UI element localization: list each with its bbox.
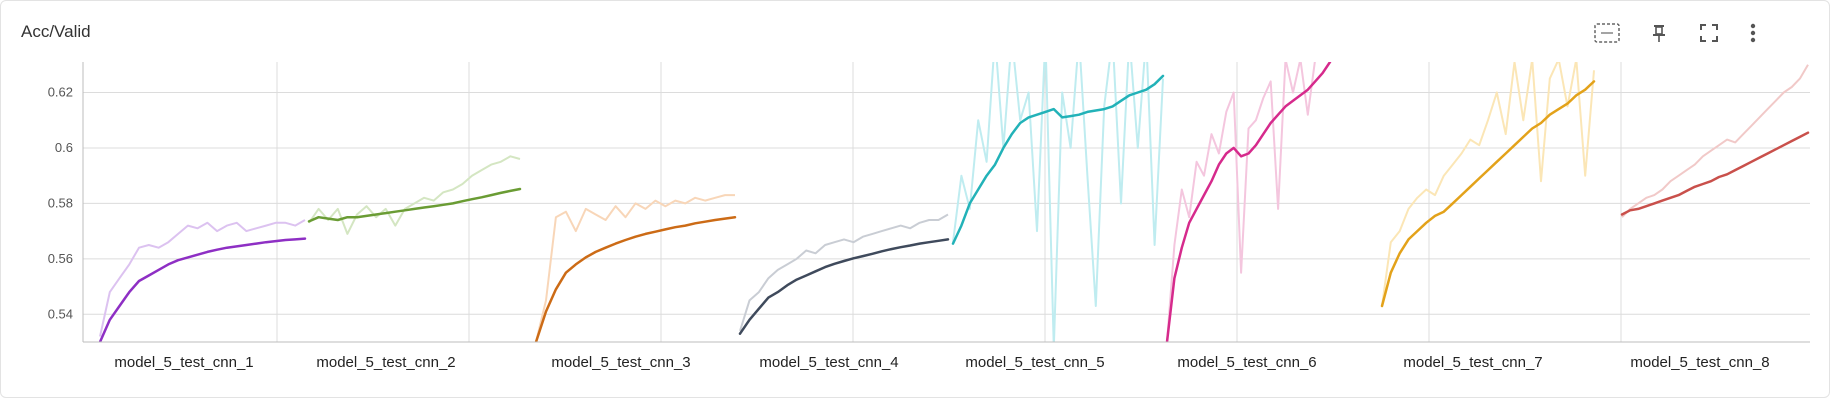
chart-toolbar bbox=[1592, 18, 1832, 48]
y-tick-label: 0.54 bbox=[48, 306, 73, 321]
smoothed-series-group bbox=[98, 62, 1810, 342]
run-label: model_5_test_cnn_1 bbox=[114, 354, 253, 371]
series-line-2[interactable] bbox=[307, 187, 522, 223]
pin-icon[interactable] bbox=[1644, 18, 1674, 48]
series-line-6[interactable] bbox=[1165, 62, 1332, 342]
series-line-4[interactable] bbox=[738, 238, 950, 335]
y-tick-label: 0.56 bbox=[48, 251, 73, 266]
series-line-1[interactable] bbox=[98, 237, 307, 342]
raw-series-line-4[interactable] bbox=[739, 213, 949, 332]
fit-domain-icon[interactable] bbox=[1592, 18, 1622, 48]
fullscreen-icon[interactable] bbox=[1694, 18, 1724, 48]
series-line-5[interactable] bbox=[951, 74, 1165, 245]
raw-series-line-5[interactable] bbox=[952, 37, 1164, 348]
raw-series-group bbox=[99, 37, 1809, 348]
raw-series-line-2[interactable] bbox=[308, 155, 521, 235]
series-line-8[interactable] bbox=[1620, 131, 1810, 216]
run-label: model_5_test_cnn_2 bbox=[316, 354, 455, 371]
x-axis-run-labels: model_5_test_cnn_1 model_5_test_cnn_2 mode… bbox=[114, 354, 1769, 371]
series-line-7[interactable] bbox=[1380, 80, 1596, 308]
raw-series-line-6[interactable] bbox=[1166, 59, 1330, 342]
run-label: model_5_test_cnn_3 bbox=[551, 354, 690, 371]
raw-series-line-1[interactable] bbox=[99, 219, 306, 337]
grid-lines bbox=[83, 62, 1810, 342]
run-label: model_5_test_cnn_7 bbox=[1403, 354, 1542, 371]
raw-series-line-8[interactable] bbox=[1621, 64, 1809, 218]
run-label: model_5_test_cnn_6 bbox=[1177, 354, 1316, 371]
more-vert-icon[interactable] bbox=[1738, 18, 1768, 48]
series-line-3[interactable] bbox=[534, 215, 737, 342]
y-axis: 0.54 0.56 0.58 0.6 0.62 bbox=[48, 62, 1810, 343]
run-label: model_5_test_cnn_4 bbox=[759, 354, 898, 371]
raw-series-line-3[interactable] bbox=[535, 194, 735, 342]
raw-series-line-7[interactable] bbox=[1381, 59, 1595, 307]
y-tick-label: 0.62 bbox=[48, 84, 73, 99]
y-tick-label: 0.58 bbox=[48, 195, 73, 210]
y-tick-label: 0.6 bbox=[55, 140, 73, 155]
run-label: model_5_test_cnn_8 bbox=[1630, 354, 1769, 371]
run-label: model_5_test_cnn_5 bbox=[965, 354, 1104, 371]
chart-title: Acc/Valid bbox=[21, 22, 91, 41]
